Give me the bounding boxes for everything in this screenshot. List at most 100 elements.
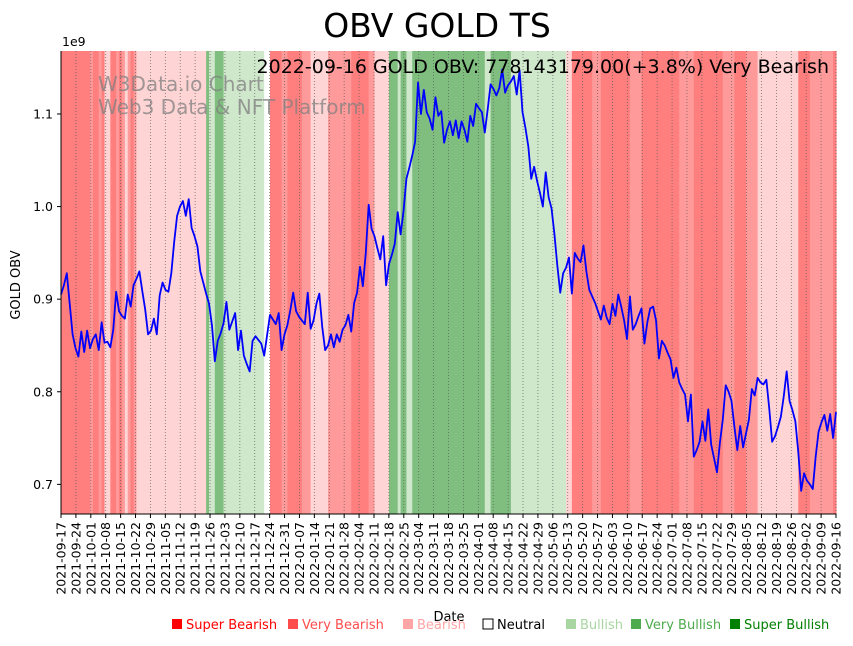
band-super-bearish <box>287 51 303 514</box>
band-very-bullish <box>490 51 512 514</box>
legend-label-very-bearish: Very Bearish <box>302 618 384 633</box>
x-tick-label: 2022-05-20 <box>575 522 590 595</box>
band-very-bearish <box>722 51 736 514</box>
band-super-bearish <box>693 51 724 514</box>
legend-label-very-bullish: Very Bullish <box>645 618 721 633</box>
legend-swatch-super-bullish <box>730 619 740 629</box>
band-bearish <box>310 51 329 514</box>
x-tick-label: 2022-03-18 <box>441 522 456 595</box>
band-neutral <box>264 51 271 514</box>
x-tick-label: 2022-04-22 <box>516 522 531 595</box>
watermark-line-2: Web3 Data & NFT Platform <box>98 95 366 119</box>
chart-title: OBV GOLD TS <box>323 6 551 45</box>
x-tick-label: 2022-05-06 <box>545 522 560 595</box>
x-tick-label: 2022-07-15 <box>694 522 709 595</box>
x-tick-label: 2022-08-26 <box>784 522 799 595</box>
x-tick-label: 2022-09-16 <box>829 522 844 595</box>
band-bullish <box>484 51 492 514</box>
legend-label-bullish: Bullish <box>580 618 623 633</box>
band-very-bearish <box>116 51 120 514</box>
band-super-bearish <box>92 51 100 514</box>
band-bearish <box>566 51 573 514</box>
legend-swatch-very-bullish <box>631 619 641 629</box>
band-bearish <box>136 51 207 514</box>
x-tick-label: 2022-05-13 <box>560 522 575 595</box>
y-tick-label: 0.9 <box>33 292 53 307</box>
x-tick-label: 2021-10-08 <box>98 522 113 595</box>
legend-label-super-bearish: Super Bearish <box>186 618 277 633</box>
y-tick-label: 0.8 <box>33 384 53 399</box>
band-super-bearish <box>641 51 680 514</box>
band-very-bearish <box>301 51 312 514</box>
band-very-bearish <box>90 51 94 514</box>
x-tick-label: 2021-10-22 <box>128 522 143 595</box>
x-tick-label: 2021-11-19 <box>188 522 203 595</box>
x-tick-label: 2022-08-19 <box>769 522 784 595</box>
x-tick-label: 2022-08-12 <box>754 522 769 595</box>
legend-swatch-neutral <box>482 618 494 630</box>
y-tick-label: 0.7 <box>33 477 53 492</box>
legend-label-neutral: Neutral <box>497 618 545 633</box>
band-super-bearish <box>269 51 283 514</box>
x-tick-label: 2021-12-10 <box>232 522 247 595</box>
x-tick-label: 2022-01-07 <box>292 522 307 595</box>
x-tick-label: 2022-02-11 <box>366 522 381 595</box>
band-very-bearish <box>368 51 376 514</box>
obv-line <box>60 68 837 492</box>
x-tick-label: 2022-02-25 <box>396 522 411 595</box>
x-tick-label: 2021-11-26 <box>203 522 218 595</box>
sentiment-bands <box>61 51 837 514</box>
legend-swatch-bearish <box>403 619 413 629</box>
x-tick-label: 2022-06-17 <box>635 522 650 595</box>
x-tick-label: 2022-03-11 <box>426 522 441 595</box>
band-very-bearish <box>592 51 602 514</box>
y-axis-ticks: 0.7 0.8 0.9 1.0 1.1 <box>33 106 61 492</box>
band-very-bearish <box>98 51 103 514</box>
y-offset-label: 1e9 <box>62 34 86 49</box>
x-axis-label: Date <box>433 610 464 625</box>
band-super-bearish <box>351 51 370 514</box>
x-tick-label: 2021-12-31 <box>277 522 292 595</box>
x-tick-label: 2022-01-21 <box>322 522 337 595</box>
legend-swatch-very-bearish <box>288 619 298 629</box>
x-tick-label: 2022-07-29 <box>724 522 739 595</box>
band-bullish <box>223 51 265 514</box>
x-tick-label: 2021-12-17 <box>247 522 262 595</box>
x-tick-label: 2021-12-24 <box>262 522 277 595</box>
x-tick-label: 2022-07-22 <box>709 522 724 595</box>
x-tick-label: 2022-02-18 <box>381 522 396 595</box>
x-tick-label: 2021-10-15 <box>113 522 128 595</box>
x-tick-label: 2022-06-03 <box>605 522 620 595</box>
x-tick-label: 2022-06-10 <box>620 522 635 595</box>
x-tick-label: 2022-04-01 <box>471 522 486 595</box>
x-tick-label: 2022-07-08 <box>679 522 694 595</box>
band-very-bearish <box>746 51 759 514</box>
band-very-bearish <box>127 51 132 514</box>
band-bearish <box>757 51 776 514</box>
obv-series <box>60 68 837 492</box>
x-tick-label: 2022-04-29 <box>530 522 545 595</box>
band-bullish <box>510 51 527 514</box>
band-super-bearish <box>833 51 837 514</box>
band-bearish <box>775 51 799 514</box>
x-tick-label: 2022-01-28 <box>337 522 352 595</box>
band-bearish <box>374 51 390 514</box>
x-tick-label: 2021-12-03 <box>217 522 232 595</box>
x-tick-label: 2021-09-24 <box>68 522 83 595</box>
x-tick-label: 2021-09-17 <box>54 522 69 595</box>
x-tick-label: 2022-03-25 <box>456 522 471 595</box>
legend-label-super-bullish: Super Bullish <box>744 618 829 633</box>
band-very-bearish <box>629 51 643 514</box>
x-tick-label: 2022-09-02 <box>799 522 814 595</box>
band-super-bearish <box>101 51 106 514</box>
x-axis-ticks: 2021-09-17 2021-09-24 2021-10-01 2021-10-08… <box>54 514 844 595</box>
band-bullish <box>406 51 413 514</box>
x-tick-label: 2021-11-12 <box>173 522 188 595</box>
band-super-bearish <box>734 51 747 514</box>
y-axis-label: GOLD OBV <box>9 250 24 319</box>
x-tick-label: 2022-02-04 <box>352 522 367 595</box>
band-very-bullish <box>206 51 210 514</box>
x-tick-label: 2022-08-05 <box>739 522 754 595</box>
x-tick-label: 2021-10-01 <box>83 522 98 595</box>
